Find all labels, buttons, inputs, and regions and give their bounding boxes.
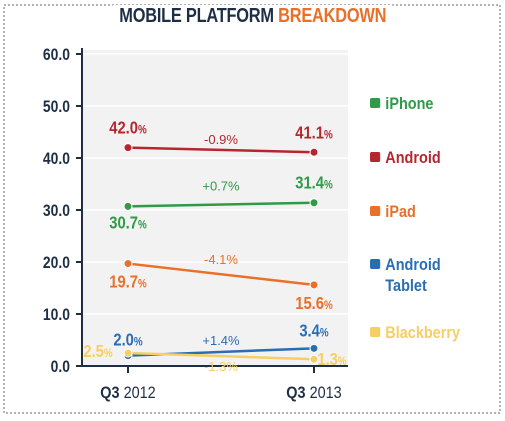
legend-item-blackberry: Blackberry xyxy=(370,322,460,343)
legend-item-android-tablet: Android Tablet xyxy=(370,254,441,296)
legend-swatch xyxy=(370,259,381,269)
legend-label: Android Tablet xyxy=(385,255,441,295)
data-point xyxy=(123,201,133,211)
change-label: -1.3% xyxy=(204,359,238,374)
legend-label: Blackberry xyxy=(385,323,461,342)
change-label: -4.1% xyxy=(204,252,238,267)
y-tick-label: 0.0 xyxy=(51,358,70,377)
data-point xyxy=(123,259,133,269)
legend-swatch xyxy=(370,152,381,162)
series-line-android xyxy=(127,146,315,154)
y-tick-label: 30.0 xyxy=(43,202,70,221)
y-tick-label: 10.0 xyxy=(43,306,70,325)
y-tick-label: 40.0 xyxy=(43,150,70,169)
legend-label: iPad xyxy=(385,202,416,221)
change-label: +1.4% xyxy=(202,333,240,348)
legend-item-iphone: iPhone xyxy=(370,93,433,114)
series-line-iphone xyxy=(127,201,315,208)
chart-title: MOBILE PLATFORM BREAKDOWN xyxy=(0,5,505,28)
data-point xyxy=(309,280,319,290)
series-line-blackberry xyxy=(127,351,315,361)
legend-label: Android xyxy=(385,148,441,167)
legend-item-android: Android xyxy=(370,147,441,168)
legend-label: iPhone xyxy=(385,94,434,113)
data-point xyxy=(309,354,319,364)
data-point xyxy=(309,147,319,157)
title-part-1: MOBILE PLATFORM xyxy=(119,5,274,27)
data-label: 41.1% xyxy=(295,123,333,143)
data-label: 30.7% xyxy=(109,213,147,233)
y-tick-label: 50.0 xyxy=(43,98,70,117)
data-label: 42.0% xyxy=(109,118,147,138)
data-point xyxy=(309,343,319,353)
data-label: 2.0% xyxy=(113,330,142,350)
legend-swatch xyxy=(370,206,381,216)
data-point xyxy=(309,198,319,208)
data-label: 2.5% xyxy=(83,342,112,362)
data-point xyxy=(123,143,133,153)
series-line-ipad xyxy=(127,262,315,287)
x-tick-label: Q3 2012 xyxy=(100,384,155,402)
data-label: 15.6% xyxy=(295,294,333,314)
change-label: -0.9% xyxy=(204,132,238,147)
legend-swatch xyxy=(370,327,381,337)
data-label: 3.4% xyxy=(299,321,328,341)
y-tick-label: 20.0 xyxy=(43,254,70,273)
legend-swatch xyxy=(370,98,381,108)
title-part-2: BREAKDOWN xyxy=(277,5,386,27)
y-tick-label: 60.0 xyxy=(43,46,70,65)
plot-area xyxy=(82,50,348,366)
data-point xyxy=(123,348,133,358)
data-label: 1.3% xyxy=(317,350,346,370)
data-label: 19.7% xyxy=(109,272,147,292)
data-label: 31.4% xyxy=(295,173,333,193)
x-tick-label: Q3 2013 xyxy=(286,384,342,402)
legend-item-ipad: iPad xyxy=(370,201,416,222)
change-label: +0.7% xyxy=(202,179,240,194)
